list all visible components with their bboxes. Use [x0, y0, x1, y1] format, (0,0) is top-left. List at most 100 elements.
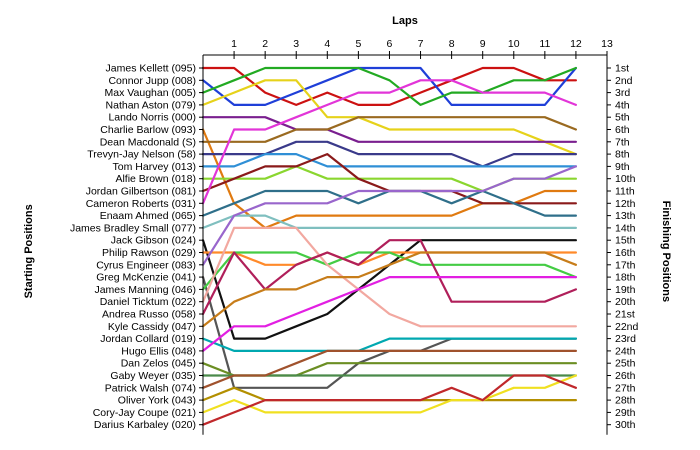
- series-line: [201, 349, 578, 389]
- start-label: Oliver York (043): [118, 395, 196, 407]
- finish-label: 20th: [615, 296, 636, 308]
- finish-label: 2nd: [615, 75, 633, 87]
- start-label: Philip Rawson (029): [102, 247, 196, 259]
- x-tick-label: 8: [449, 38, 455, 50]
- x-tick-label: 7: [418, 38, 424, 50]
- start-label: Darius Karbaley (020): [94, 419, 196, 431]
- finish-label: 26th: [615, 370, 636, 382]
- finish-label: 14th: [615, 222, 636, 234]
- start-label: Andrea Russo (058): [102, 309, 196, 321]
- series-line: [201, 251, 578, 291]
- finish-label: 12th: [615, 198, 636, 210]
- finish-label: 3rd: [615, 87, 630, 99]
- finish-label: 18th: [615, 272, 636, 284]
- start-label: Dean Macdonald (S): [100, 136, 196, 148]
- finish-label: 5th: [615, 112, 630, 124]
- finish-label: 25th: [615, 358, 636, 370]
- series-line: [201, 239, 578, 340]
- start-label: Connor Jupp (008): [108, 75, 196, 87]
- start-label: Cameron Roberts (031): [86, 198, 196, 210]
- series-line: [201, 116, 578, 143]
- series-line: [201, 79, 578, 205]
- x-tick-label: 5: [355, 38, 361, 50]
- start-label: Jordan Collard (019): [100, 333, 196, 345]
- finish-label: 16th: [615, 247, 636, 259]
- series-line: [201, 66, 578, 107]
- finish-label: 10th: [615, 173, 636, 185]
- start-label: Charlie Barlow (093): [100, 124, 196, 136]
- start-label: Max Vaughan (005): [105, 87, 196, 99]
- series-line: [201, 337, 578, 352]
- finish-label: 11th: [615, 186, 635, 198]
- series-line: [201, 140, 578, 168]
- start-label: James Manning (046): [94, 284, 196, 296]
- finish-label: 19th: [615, 284, 636, 296]
- series-line: [201, 276, 578, 352]
- y-axis-title-left: Starting Positions: [23, 204, 35, 298]
- finish-label: 17th: [615, 259, 636, 271]
- series-line: [201, 66, 578, 107]
- start-label: Cory-Jay Coupe (021): [93, 407, 196, 419]
- start-label: Lando Norris (000): [108, 112, 196, 124]
- start-label: James Kellett (095): [106, 63, 196, 75]
- x-tick-label: 4: [324, 38, 330, 50]
- series-line: [201, 226, 578, 328]
- x-tick-label: 2: [262, 38, 268, 50]
- finish-label: 22nd: [615, 321, 639, 333]
- finish-label: 8th: [615, 149, 630, 161]
- start-label: Daniel Ticktum (022): [100, 296, 196, 308]
- x-tick-label: 3: [293, 38, 299, 50]
- series-line: [201, 165, 578, 266]
- x-tick-label: 11: [539, 38, 550, 50]
- start-label: Cyrus Engineer (083): [96, 259, 196, 271]
- start-label: Hugo Ellis (048): [121, 345, 196, 357]
- finish-label: 21st: [615, 309, 635, 321]
- start-label: Tom Harvey (013): [113, 161, 196, 173]
- series-line: [201, 386, 578, 402]
- finish-label: 28th: [615, 395, 636, 407]
- series-line: [201, 79, 578, 156]
- finish-label: 24th: [615, 345, 636, 357]
- finish-label: 23rd: [615, 333, 636, 345]
- x-tick-label: 12: [570, 38, 582, 50]
- series-line: [201, 251, 578, 266]
- series-line: [201, 116, 578, 143]
- x-tick-label: 6: [387, 38, 393, 50]
- start-label: Dan Zelos (045): [121, 358, 196, 370]
- finish-label: 15th: [615, 235, 636, 247]
- start-label: Patrick Walsh (074): [105, 382, 196, 394]
- finish-label: 30th: [615, 419, 636, 431]
- y-axis-title-right: Finishing Positions: [660, 201, 672, 302]
- x-tick-label: 1: [231, 38, 237, 50]
- x-tick-label: 13: [601, 38, 613, 50]
- start-label: Nathan Aston (079): [106, 99, 196, 111]
- start-label: Alfie Brown (018): [115, 173, 196, 185]
- x-tick-label: 9: [480, 38, 486, 50]
- start-label: James Bradley Small (077): [70, 222, 196, 234]
- start-label: Trevyn-Jay Nelson (58): [87, 149, 196, 161]
- series-line: [201, 362, 578, 377]
- finish-label: 7th: [615, 136, 630, 148]
- start-label: Enaam Ahmed (065): [100, 210, 196, 222]
- series-line: [201, 66, 578, 107]
- start-label: Jack Gibson (024): [111, 235, 196, 247]
- finish-label: 1st: [615, 63, 629, 75]
- start-label: Gaby Weyer (035): [110, 370, 196, 382]
- finish-label: 13th: [615, 210, 636, 222]
- start-label: Kyle Cassidy (047): [108, 321, 196, 333]
- series-line: [201, 214, 578, 229]
- series-line: [201, 374, 578, 426]
- finish-label: 4th: [615, 99, 630, 111]
- series-line: [201, 276, 578, 389]
- x-axis-title: Laps: [392, 15, 418, 27]
- start-label: Jordan Gilbertson (081): [86, 186, 196, 198]
- series-line: [201, 374, 578, 414]
- finish-label: 27th: [615, 382, 636, 394]
- finish-label: 29th: [615, 407, 636, 419]
- finish-label: 9th: [615, 161, 630, 173]
- series-line: [201, 251, 578, 328]
- start-label: Greg McKenzie (041): [96, 272, 196, 284]
- finish-label: 6th: [615, 124, 630, 136]
